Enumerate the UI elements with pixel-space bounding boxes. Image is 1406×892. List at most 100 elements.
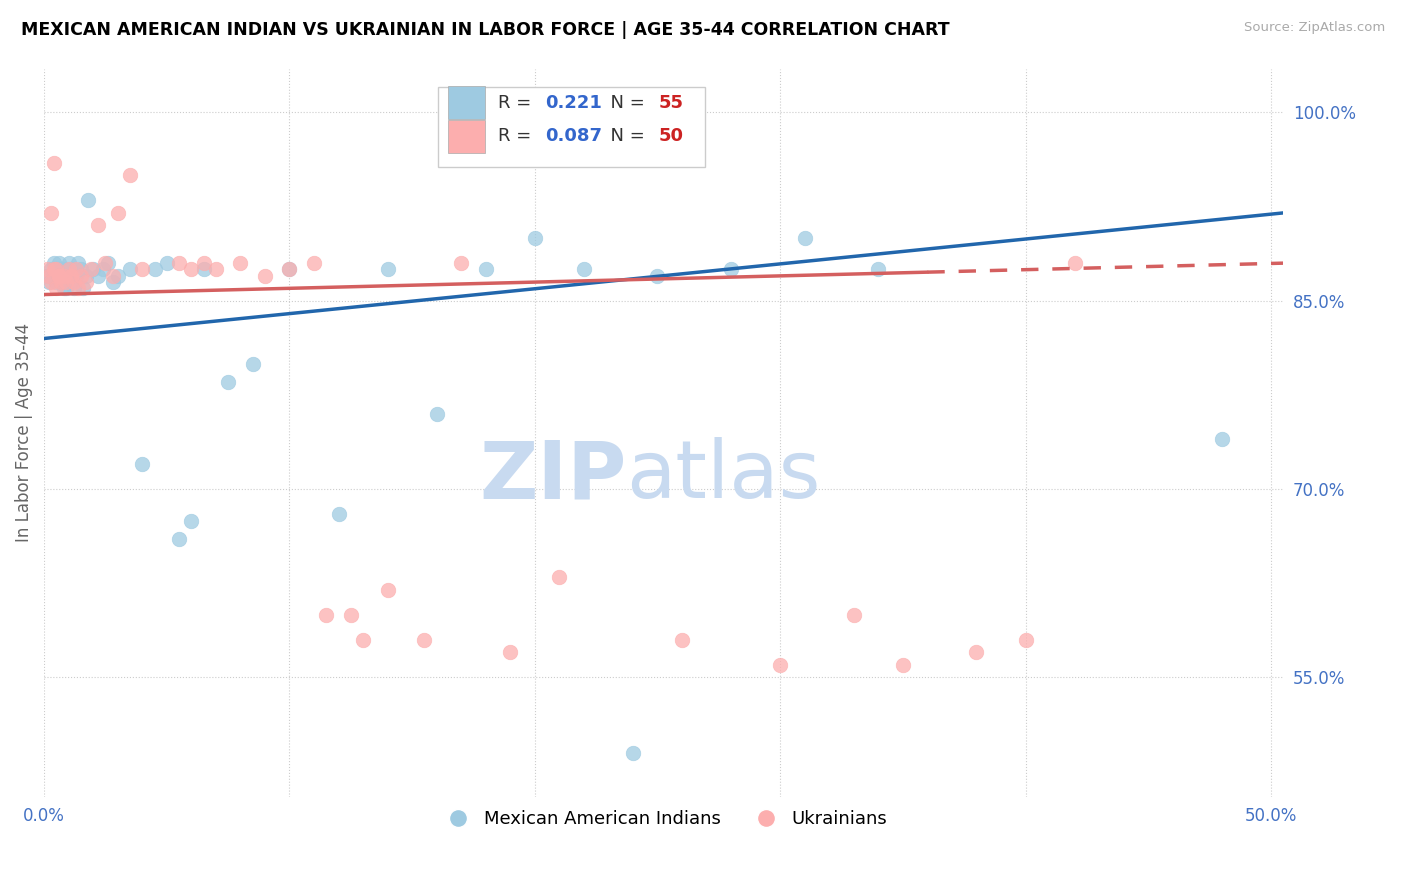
Text: atlas: atlas <box>627 437 821 516</box>
Point <box>426 407 449 421</box>
Point <box>60 268 83 283</box>
Point <box>55 281 77 295</box>
Point <box>42 256 65 270</box>
Point <box>48 268 70 283</box>
Point <box>572 262 595 277</box>
Point <box>315 607 337 622</box>
Point <box>97 256 120 270</box>
Text: R =: R = <box>498 94 537 112</box>
Point <box>377 582 399 597</box>
Point <box>377 262 399 277</box>
Text: Source: ZipAtlas.com: Source: ZipAtlas.com <box>1244 21 1385 35</box>
Text: 55: 55 <box>658 94 683 112</box>
Point <box>60 275 83 289</box>
Point <box>180 262 202 277</box>
Point <box>1063 256 1085 270</box>
Point <box>352 632 374 647</box>
Point <box>62 275 84 289</box>
Point <box>621 746 644 760</box>
Text: MEXICAN AMERICAN INDIAN VS UKRAINIAN IN LABOR FORCE | AGE 35-44 CORRELATION CHAR: MEXICAN AMERICAN INDIAN VS UKRAINIAN IN … <box>21 21 949 39</box>
Point <box>55 262 77 277</box>
Point <box>75 275 97 289</box>
Point <box>229 256 252 270</box>
Point <box>205 262 228 277</box>
Point <box>35 262 58 277</box>
Point <box>87 219 110 233</box>
FancyBboxPatch shape <box>449 87 485 120</box>
Point <box>548 570 571 584</box>
Point <box>87 268 110 283</box>
Point <box>51 275 73 289</box>
Point <box>842 607 865 622</box>
Point <box>278 262 301 277</box>
Point <box>253 268 276 283</box>
Text: 0.087: 0.087 <box>544 128 602 145</box>
Point <box>58 268 80 283</box>
Point <box>868 262 890 277</box>
Point <box>58 256 80 270</box>
Point <box>48 256 70 270</box>
Point <box>891 657 914 672</box>
Point <box>118 262 141 277</box>
Point <box>52 268 75 283</box>
Point <box>474 262 496 277</box>
Point <box>35 268 58 283</box>
Point <box>41 262 63 277</box>
Point <box>101 268 124 283</box>
Point <box>67 256 90 270</box>
Point <box>65 262 87 277</box>
Point <box>67 281 90 295</box>
Point <box>413 632 436 647</box>
Point <box>70 262 93 277</box>
Point <box>328 508 350 522</box>
Point <box>65 268 87 283</box>
Point <box>77 194 100 208</box>
Point <box>143 262 166 277</box>
Y-axis label: In Labor Force | Age 35-44: In Labor Force | Age 35-44 <box>15 323 32 542</box>
Point <box>450 256 472 270</box>
Point <box>671 632 693 647</box>
Point <box>82 262 104 277</box>
Point <box>118 168 141 182</box>
Point <box>48 268 70 283</box>
Point <box>1014 632 1036 647</box>
Point <box>156 256 179 270</box>
Point <box>1211 432 1233 446</box>
Point <box>58 262 80 277</box>
Point <box>101 275 124 289</box>
Point <box>720 262 742 277</box>
Point <box>72 281 94 295</box>
Point <box>340 607 363 622</box>
Point <box>41 275 63 289</box>
Point <box>193 256 215 270</box>
Point <box>38 268 60 283</box>
Text: N =: N = <box>599 128 651 145</box>
Point <box>38 275 60 289</box>
Text: R =: R = <box>498 128 537 145</box>
Point <box>523 231 546 245</box>
Point <box>769 657 792 672</box>
Point <box>45 275 67 289</box>
Point <box>167 533 190 547</box>
Point <box>131 262 153 277</box>
Point <box>52 281 75 295</box>
Point <box>48 268 70 283</box>
Point <box>302 256 325 270</box>
Point <box>193 262 215 277</box>
Point <box>62 281 84 295</box>
Point <box>965 645 987 659</box>
Point <box>242 357 264 371</box>
Point <box>55 275 77 289</box>
Point <box>107 206 129 220</box>
Point <box>70 268 93 283</box>
Text: N =: N = <box>599 94 651 112</box>
Point <box>131 457 153 471</box>
Legend: Mexican American Indians, Ukrainians: Mexican American Indians, Ukrainians <box>433 803 894 835</box>
Point <box>107 268 129 283</box>
Point <box>180 514 202 528</box>
Point <box>42 155 65 169</box>
FancyBboxPatch shape <box>439 87 704 167</box>
Point <box>42 262 65 277</box>
Point <box>647 268 669 283</box>
Point <box>45 281 67 295</box>
